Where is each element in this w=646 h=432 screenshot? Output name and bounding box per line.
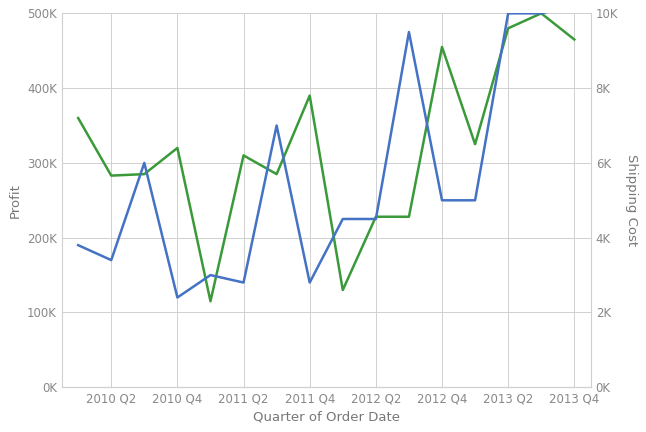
Y-axis label: Profit: Profit xyxy=(8,183,21,218)
X-axis label: Quarter of Order Date: Quarter of Order Date xyxy=(253,411,400,424)
Y-axis label: Shipping Cost: Shipping Cost xyxy=(625,154,638,246)
